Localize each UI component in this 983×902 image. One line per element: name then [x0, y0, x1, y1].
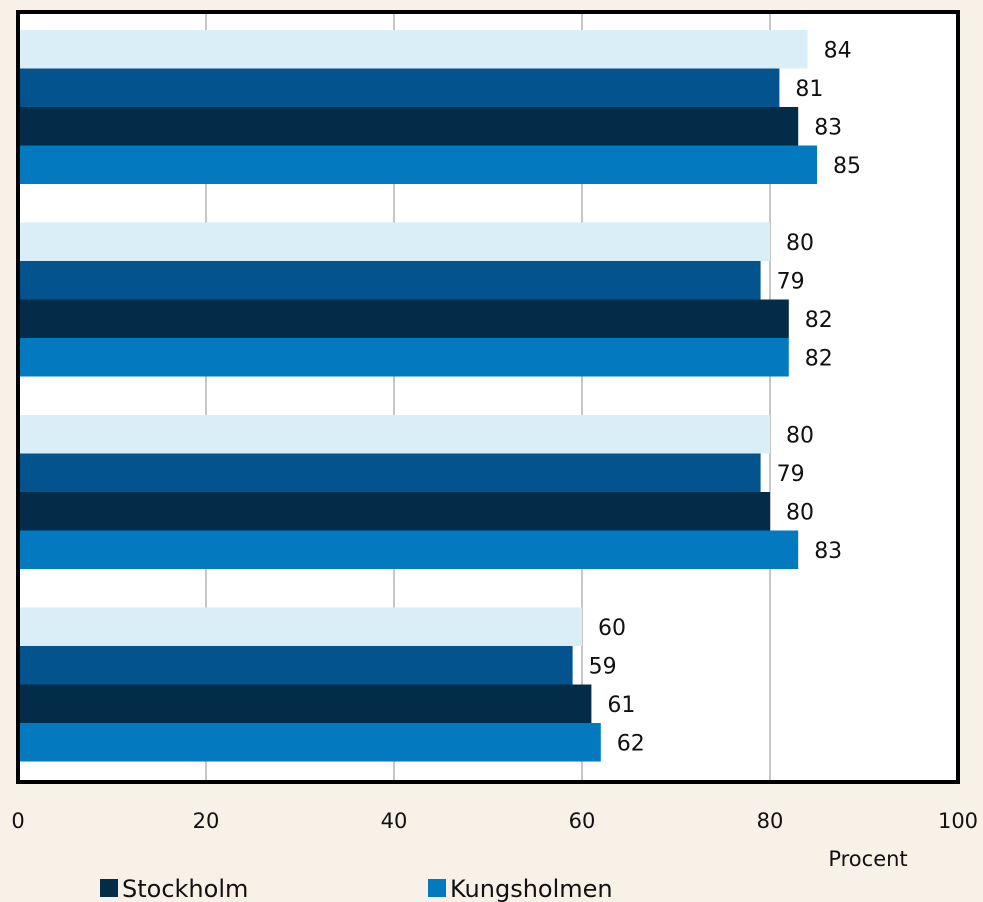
data-label-group3-series3: 80 [786, 500, 814, 525]
x-tick-label-0: 0 [11, 809, 24, 833]
data-label-group1-series1: 84 [824, 38, 852, 63]
bar-group3-series4 [18, 530, 799, 569]
legend-swatch-kungsholmen [428, 879, 446, 897]
data-label-group2-series4: 82 [805, 346, 833, 371]
legend-label-stockholm: Stockholm [122, 875, 248, 902]
bar-group4-series4 [18, 723, 601, 762]
legend: Stockholm Kungsholmen [100, 875, 613, 902]
bars [18, 30, 817, 762]
x-tick-label-40: 40 [381, 809, 408, 833]
bar-group1-series2 [18, 68, 780, 107]
bar-group2-series3 [18, 299, 789, 338]
bar-group1-series3 [18, 107, 799, 146]
data-label-group4-series4: 62 [617, 731, 645, 756]
bar-group3-series1 [18, 415, 770, 454]
bar-group2-series4 [18, 338, 789, 377]
legend-swatch-stockholm [100, 879, 118, 897]
x-tick-label-100: 100 [938, 809, 978, 833]
data-label-group2-series1: 80 [786, 231, 814, 256]
bar-group4-series2 [18, 646, 573, 685]
legend-label-kungsholmen: Kungsholmen [450, 875, 613, 902]
bar-group1-series1 [18, 30, 808, 69]
data-label-group2-series3: 82 [805, 308, 833, 333]
bar-group2-series2 [18, 261, 761, 300]
x-axis-ticks: 0 20 40 60 80 100 [11, 809, 978, 833]
bar-group4-series1 [18, 607, 582, 646]
data-label-group3-series2: 79 [777, 462, 805, 487]
bar-group3-series3 [18, 492, 770, 531]
data-label-group1-series4: 85 [833, 154, 861, 179]
data-label-group1-series2: 81 [795, 77, 823, 102]
data-label-group1-series3: 83 [814, 115, 842, 140]
bar-group1-series4 [18, 145, 817, 184]
bar-group2-series1 [18, 222, 770, 261]
x-tick-label-60: 60 [569, 809, 596, 833]
data-label-group4-series2: 59 [589, 654, 617, 679]
data-label-group2-series2: 79 [777, 269, 805, 294]
data-label-group3-series4: 83 [814, 539, 842, 564]
x-tick-label-20: 20 [193, 809, 220, 833]
data-label-group4-series1: 60 [598, 616, 626, 641]
data-label-group4-series3: 61 [607, 693, 635, 718]
bar-group3-series2 [18, 453, 761, 492]
data-label-group3-series1: 80 [786, 423, 814, 448]
bar-group4-series3 [18, 684, 592, 723]
x-tick-label-80: 80 [757, 809, 784, 833]
plot-frame [16, 10, 960, 784]
x-axis-label: Procent [828, 847, 907, 871]
